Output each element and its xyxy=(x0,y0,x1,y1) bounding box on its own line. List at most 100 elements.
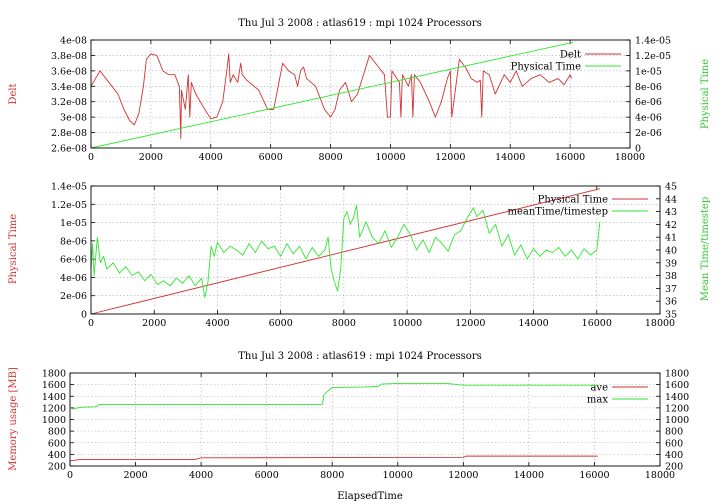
y-left-tick-label: 6e-06 xyxy=(60,255,87,266)
x-tick-label: 10000 xyxy=(383,470,413,481)
y-right-tick-label: 1800 xyxy=(665,369,689,380)
y-right-tick-label: 37 xyxy=(665,284,677,295)
y-left-tick-label: 400 xyxy=(48,450,66,461)
series-line-meantime-timestep xyxy=(90,204,601,298)
legend-label: ave xyxy=(590,383,608,394)
y-left-tick-label: 4e-06 xyxy=(60,273,87,284)
y-right-tick-label: 44 xyxy=(665,194,677,205)
x-tick-label: 4000 xyxy=(199,152,223,163)
y-left-tick-label: 3e-08 xyxy=(60,113,87,124)
chart3-plot: 0 2000 4000 6000 8000 10000 12000 14000 16000 180… xyxy=(42,369,689,482)
x-tick-label: 14000 xyxy=(514,470,544,481)
x-tick-label: 8000 xyxy=(320,470,344,481)
y-right-tick-label: 45 xyxy=(665,182,677,193)
y-left-tick-label: 8e-06 xyxy=(60,236,87,247)
y-left-tick-label: 3.8e-08 xyxy=(51,51,87,62)
y-left-tick-label: 3.2e-08 xyxy=(51,97,87,108)
x-tick-label: 18000 xyxy=(615,152,645,163)
y-right-tick-label: 800 xyxy=(665,427,683,438)
y-left-tick-label: 4e-08 xyxy=(60,36,87,47)
legend-label: Physical Time xyxy=(511,62,581,73)
x-tick-label: 0 xyxy=(88,318,94,329)
x-tick-label: 18000 xyxy=(645,470,675,481)
x-tick-label: 0 xyxy=(88,152,94,163)
series-line-physical-time xyxy=(90,41,574,149)
x-tick-label: 12000 xyxy=(435,152,465,163)
y-left-tick-label: 2.8e-08 xyxy=(51,128,87,139)
x-tick-label: 6000 xyxy=(269,318,293,329)
chart1-right-axis-label: Physical Time xyxy=(700,59,711,129)
y-left-tick-label: 1400 xyxy=(42,392,66,403)
y-left-tick-label: 1600 xyxy=(42,380,66,391)
y-right-tick-label: 39 xyxy=(665,258,677,269)
x-tick-label: 6000 xyxy=(259,152,283,163)
x-tick-label: 4000 xyxy=(189,470,213,481)
y-right-tick-label: 40 xyxy=(665,246,677,257)
y-right-tick-label: 1.4e-05 xyxy=(635,36,671,47)
y-right-tick-label: 8e-06 xyxy=(635,82,662,93)
x-tick-label: 12000 xyxy=(455,318,485,329)
y-left-tick-label: 0 xyxy=(81,310,87,321)
x-tick-label: 0 xyxy=(67,470,73,481)
x-tick-label: 14000 xyxy=(518,318,548,329)
y-left-tick-label: 800 xyxy=(48,427,66,438)
x-tick-label: 2000 xyxy=(142,318,166,329)
x-tick-label: 2000 xyxy=(139,152,163,163)
y-left-tick-label: 2e-06 xyxy=(60,291,87,302)
x-tick-label: 18000 xyxy=(645,318,675,329)
y-right-tick-label: 1400 xyxy=(665,392,689,403)
chart1-title: Thu Jul 3 2008 : atlas619 : mpi 1024 Pro… xyxy=(238,18,482,29)
legend-label: Delt xyxy=(560,50,581,61)
y-right-tick-label: 43 xyxy=(665,207,677,218)
y-left-tick-label: 1000 xyxy=(42,415,66,426)
plot-frame xyxy=(69,372,661,467)
y-right-tick-label: 1.2e-05 xyxy=(635,51,671,62)
chart3-left-axis-label: Memory usage [MB] xyxy=(8,367,19,471)
y-right-tick-label: 1600 xyxy=(665,380,689,391)
chart2-left-axis-label: Physical Time xyxy=(8,214,19,284)
y-right-tick-label: 600 xyxy=(665,438,683,449)
chart3-title: Thu Jul 3 2008 : atlas619 : mpi 1024 Pro… xyxy=(238,351,482,362)
y-right-tick-label: 36 xyxy=(665,297,677,308)
y-right-tick-label: 2e-06 xyxy=(635,128,662,139)
y-right-tick-label: 42 xyxy=(665,220,677,231)
x-tick-label: 10000 xyxy=(375,152,405,163)
x-tick-label: 10000 xyxy=(392,318,422,329)
x-tick-label: 16000 xyxy=(579,470,609,481)
x-tick-label: 14000 xyxy=(495,152,525,163)
legend-label: Physical Time xyxy=(538,195,608,206)
legend-label: meanTime/timestep xyxy=(507,207,608,218)
y-right-tick-label: 38 xyxy=(665,271,677,282)
series-line-max xyxy=(69,383,598,410)
series-line-physical-time xyxy=(90,188,601,315)
y-left-tick-label: 1.4e-05 xyxy=(51,182,87,193)
legend-label: max xyxy=(587,395,608,406)
y-right-tick-label: 1000 xyxy=(665,415,689,426)
y-right-tick-label: 35 xyxy=(665,310,677,321)
chart3-x-axis-label: ElapsedTime xyxy=(337,491,403,502)
y-left-tick-label: 2.6e-08 xyxy=(51,144,87,155)
y-left-tick-label: 200 xyxy=(48,462,66,473)
series-line-ave xyxy=(69,455,598,462)
y-right-tick-label: 41 xyxy=(665,233,677,244)
y-left-tick-label: 3.4e-08 xyxy=(51,82,87,93)
y-right-tick-label: 6e-06 xyxy=(635,97,662,108)
y-left-tick-label: 1e-05 xyxy=(60,218,87,229)
y-right-tick-label: 1e-05 xyxy=(635,66,662,77)
y-left-tick-label: 1.2e-05 xyxy=(51,200,87,211)
chart1-left-axis-label: Delt xyxy=(8,83,19,104)
x-tick-label: 4000 xyxy=(205,318,229,329)
y-left-tick-label: 3.6e-08 xyxy=(51,66,87,77)
x-tick-label: 8000 xyxy=(318,152,342,163)
y-right-tick-label: 400 xyxy=(665,450,683,461)
x-tick-label: 16000 xyxy=(555,152,585,163)
y-right-tick-label: 4e-06 xyxy=(635,113,662,124)
chart2-right-axis-label: Mean Time/timestep xyxy=(700,197,711,301)
y-right-tick-label: 0 xyxy=(635,144,641,155)
y-left-tick-label: 1200 xyxy=(42,403,66,414)
x-tick-label: 12000 xyxy=(448,470,478,481)
chart2-plot: 0 2000 4000 6000 8000 10000 12000 14000 16000 180… xyxy=(51,182,677,330)
plot-frame xyxy=(90,39,631,149)
